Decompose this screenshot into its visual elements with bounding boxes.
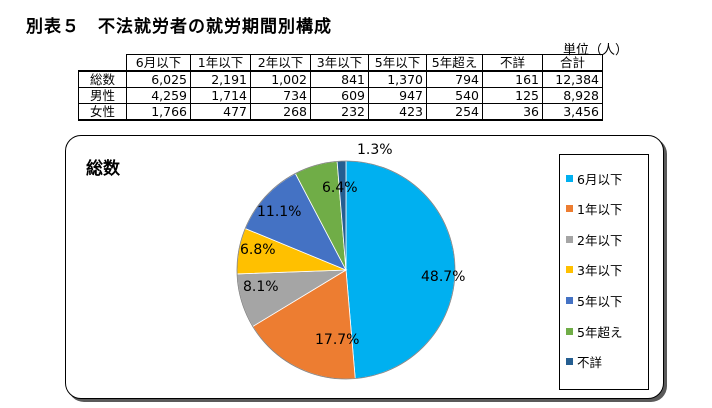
table-cell: 6,025 — [126, 70, 191, 88]
table-cell: 232 — [310, 103, 369, 121]
legend-item-2: 1年以下 — [566, 199, 622, 218]
page-title: 別表５ 不法就労者の就労期間別構成 — [26, 17, 332, 37]
table-row: 総数 6,025 2,191 1,002 841 1,370 794 161 1… — [78, 70, 603, 88]
legend-swatch — [566, 205, 573, 212]
legend-label: 3年以下 — [577, 263, 623, 278]
table-cell: 540 — [426, 87, 483, 104]
chart-panel: 総数 48.7% 17.7% 8.1% 6.8% 11.1% 6.4% 1.3% 6月以下 1… — [65, 135, 664, 399]
data-label-2: 17.7% — [315, 332, 359, 348]
legend-item-6: 5年超え — [566, 322, 622, 341]
table-cell: 1,002 — [250, 70, 311, 88]
table-cell: 1,714 — [190, 87, 251, 104]
legend-swatch — [566, 297, 573, 304]
table-cell: 423 — [368, 103, 427, 121]
legend-label: 不詳 — [577, 355, 603, 370]
pie-outline — [236, 160, 456, 380]
pie-chart: 48.7% 17.7% 8.1% 6.8% 11.1% 6.4% 1.3% — [236, 142, 465, 380]
table-cell: 477 — [190, 103, 251, 121]
table-cell: 254 — [426, 103, 483, 121]
legend-swatch — [566, 236, 573, 243]
legend-item-5: 5年以下 — [566, 291, 622, 310]
table-cell: 2,191 — [190, 70, 251, 88]
table-cell: 8,928 — [542, 87, 603, 104]
table-cell: 1,766 — [126, 103, 191, 121]
row-label: 総数 — [78, 70, 127, 88]
table-row: 男性 4,259 1,714 734 609 947 540 125 8,928 — [78, 87, 603, 104]
column-header: 3年以下 — [310, 54, 369, 72]
table-cell: 161 — [482, 70, 543, 88]
legend-swatch — [566, 266, 573, 273]
table-cell: 734 — [250, 87, 311, 104]
table-cell: 609 — [310, 87, 369, 104]
table-row: 女性 1,766 477 268 232 423 254 36 3,456 — [78, 103, 603, 121]
data-label-4: 6.8% — [240, 242, 276, 258]
legend-swatch — [566, 328, 573, 335]
row-label: 男性 — [78, 87, 127, 104]
table-cell: 841 — [310, 70, 369, 88]
column-header: 2年以下 — [250, 54, 311, 72]
legend-item-1: 6月以下 — [566, 169, 622, 188]
column-header: 不詳 — [482, 54, 543, 72]
legend-label: 2年以下 — [577, 233, 623, 248]
legend-swatch — [566, 175, 573, 182]
table-cell: 1,370 — [368, 70, 427, 88]
legend-label: 5年超え — [577, 325, 623, 340]
column-header: 1年以下 — [190, 54, 251, 72]
table-cell: 794 — [426, 70, 483, 88]
data-label-6: 6.4% — [322, 180, 358, 196]
data-label-7: 1.3% — [357, 142, 393, 158]
legend-label: 5年以下 — [577, 294, 623, 309]
legend-item-7: 不詳 — [566, 352, 602, 371]
table-cell: 268 — [250, 103, 311, 121]
legend-item-3: 2年以下 — [566, 230, 622, 249]
table-cell: 125 — [482, 87, 543, 104]
legend-item-4: 3年以下 — [566, 260, 622, 279]
chart-title: 総数 — [86, 159, 120, 179]
legend-swatch — [566, 358, 573, 365]
table-cell: 12,384 — [542, 70, 603, 88]
table-corner — [78, 54, 127, 72]
table-header-row: 6月以下 1年以下 2年以下 3年以下 5年以下 5年超え 不詳 合計 — [78, 54, 603, 72]
data-label-5: 11.1% — [257, 204, 301, 220]
table-cell: 36 — [482, 103, 543, 121]
column-header: 合計 — [542, 54, 603, 72]
legend-label: 6月以下 — [577, 172, 623, 187]
table-cell: 3,456 — [542, 103, 603, 121]
column-header: 6月以下 — [126, 54, 191, 72]
table-cell: 4,259 — [126, 87, 191, 104]
data-label-1: 48.7% — [421, 269, 465, 285]
legend-label: 1年以下 — [577, 202, 623, 217]
chart-legend: 6月以下 1年以下 2年以下 3年以下 5年以下 5年超え不詳 — [559, 154, 649, 390]
column-header: 5年以下 — [368, 54, 427, 72]
column-header: 5年超え — [426, 54, 483, 72]
data-label-3: 8.1% — [243, 279, 279, 295]
table-cell: 947 — [368, 87, 427, 104]
stats-table: 6月以下 1年以下 2年以下 3年以下 5年以下 5年超え 不詳 合計 総数 6… — [78, 54, 603, 121]
row-label: 女性 — [78, 103, 127, 121]
